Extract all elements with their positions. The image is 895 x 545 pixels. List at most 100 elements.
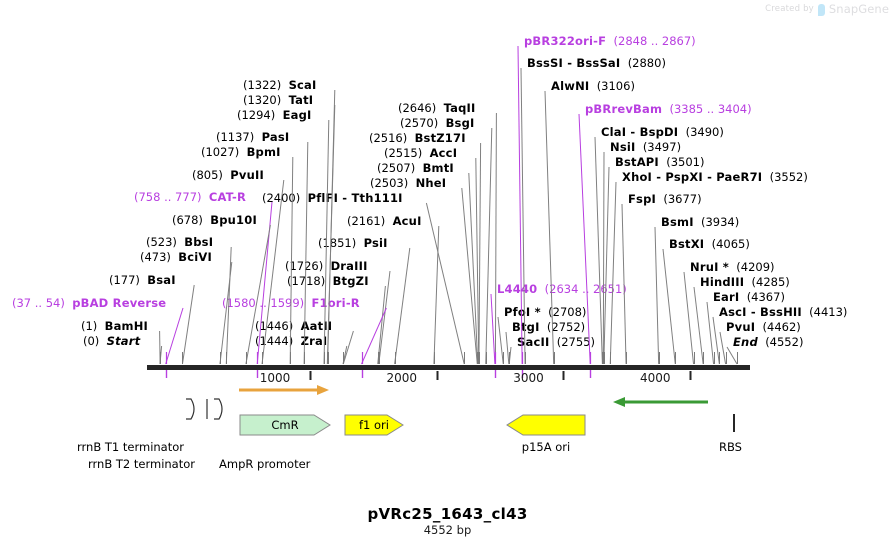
enzyme-leader-line [603,166,610,365]
enzyme-label[interactable]: HindIII (4285) [700,276,790,289]
enzyme-name: HindIII [700,275,745,289]
enzyme-leader-line [394,247,411,365]
feature-ori-right[interactable] [344,414,404,436]
enzyme-position: (1726) [285,259,324,273]
enzyme-name: BtgZI [332,274,369,288]
enzyme-position: (1320) [243,93,282,107]
feature-label[interactable]: p15A ori [521,440,571,454]
enzyme-label[interactable]: BtgI (2752) [512,321,585,334]
enzyme-label[interactable]: (2503) NheI [370,177,446,190]
enzyme-label[interactable]: NsiI (3497) [610,141,681,154]
primer-name: L4440 [497,282,538,296]
enzyme-label[interactable]: (1320) TatI [243,94,313,107]
enzyme-label[interactable]: PvuI (4462) [726,321,801,334]
enzyme-name: NheI [415,176,447,190]
enzyme-name: BsaI [147,273,176,287]
enzyme-label[interactable]: (1137) PasI [216,131,289,144]
enzyme-label[interactable]: EarI (4367) [713,291,785,304]
enzyme-position: (37 .. 54) [12,296,65,310]
enzyme-leader-line [425,202,465,365]
enzyme-position: (2570) [400,116,439,130]
enzyme-label[interactable]: (1) BamHI [81,320,148,333]
feature-label[interactable]: f1 ori [359,418,389,432]
ruler-tick-label: 1000 [259,371,291,385]
enzyme-label[interactable]: (523) BbsI [146,236,213,249]
enzyme-label[interactable]: (2570) BsgI [400,117,474,130]
feature-label[interactable]: rrnB T1 terminator [77,440,184,454]
enzyme-label[interactable]: (2400) PflFI - Tth111I [262,192,403,205]
enzyme-label[interactable]: BstAPI (3501) [615,156,704,169]
enzyme-label[interactable]: ClaI - BspDI (3490) [601,126,724,139]
enzyme-name: XhoI - PspXI - PaeR7I [622,170,763,184]
feature-rbs[interactable] [733,414,735,432]
enzyme-label[interactable]: AlwNI (3106) [551,80,635,93]
feature-terminator[interactable] [214,398,223,420]
primer-label[interactable]: pBR322ori-F (2848 .. 2867) [524,35,696,48]
enzyme-leader-line [475,157,480,365]
enzyme-position: (2880) [627,56,666,70]
feature-cds-right[interactable] [239,414,331,436]
enzyme-name: PvuI [726,320,756,334]
enzyme-position: (3497) [642,140,682,154]
CAT-R-primer-arrow[interactable] [239,385,329,395]
enzyme-name: BpmI [246,145,281,159]
enzyme-label[interactable]: AscI - BssHII (4413) [719,306,847,319]
enzyme-position: (177) [109,273,140,287]
enzyme-label[interactable]: SacII (2755) [517,336,595,349]
enzyme-label[interactable]: End (4552) [733,336,803,349]
primer-name: pBRrevBam [585,102,663,116]
enzyme-label[interactable]: (1851) PsiI [318,237,388,250]
enzyme-label[interactable]: PfoI * (2708) [504,306,586,319]
enzyme-label[interactable]: (2161) AcuI [347,215,422,228]
feature-label[interactable]: AmpR promoter [219,457,311,471]
enzyme-label[interactable]: BsmI (3934) [661,216,739,229]
enzyme-name: BstZ17I [414,131,466,145]
enzyme-label[interactable]: (678) Bpu10I [172,214,257,227]
enzyme-position: (3552) [769,170,808,184]
enzyme-position: (3106) [596,79,635,93]
enzyme-position: (2848 .. 2867) [613,34,696,48]
enzyme-label[interactable]: (1322) ScaI [243,79,317,92]
enzyme-label[interactable]: (2507) BmtI [377,162,454,175]
enzyme-label[interactable]: (473) BciVI [140,251,212,264]
pBRrevBam-primer-arrow[interactable] [613,397,708,407]
enzyme-leader-line [468,172,479,365]
primer-label[interactable]: (37 .. 54) pBAD Reverse [12,297,166,310]
enzyme-label[interactable]: (2515) AccI [384,147,457,160]
enzyme-position: (3501) [666,155,705,169]
enzyme-label[interactable]: (805) PvuII [192,169,264,182]
feature-terminator[interactable] [186,398,195,420]
enzyme-position: (1446) [255,319,294,333]
enzyme-label[interactable]: (2516) BstZ17I [369,132,466,145]
enzyme-leader-line [494,112,497,365]
feature-label[interactable]: CmR [271,418,299,432]
enzyme-label[interactable]: (0) Start [83,335,140,348]
primer-name: F1ori-R [311,296,360,310]
feature-label[interactable]: rrnB T2 terminator [88,457,195,471]
enzyme-label[interactable]: (1446) AatII [255,320,332,333]
enzyme-name: BsmI [661,215,694,229]
feature-label[interactable]: RBS [719,440,742,454]
enzyme-label[interactable]: (1027) BpmI [201,146,281,159]
primer-label[interactable]: (758 .. 777) CAT-R [134,191,246,204]
enzyme-label[interactable]: (1718) BtgZI [287,275,369,288]
enzyme-label[interactable]: (177) BsaI [109,274,176,287]
enzyme-name: FspI [628,192,657,206]
primer-label[interactable]: pBRrevBam (3385 .. 3404) [585,103,752,116]
feature-ori-left[interactable] [506,414,586,436]
enzyme-label[interactable]: FspI (3677) [628,193,702,206]
enzyme-label[interactable]: (2646) TaqII [398,102,475,115]
enzyme-label[interactable]: BstXI (4065) [669,238,750,251]
enzyme-name: PvuII [230,168,264,182]
enzyme-label[interactable]: BssSI - BssSaI (2880) [527,57,666,70]
enzyme-position: (1294) [237,108,276,122]
enzyme-label[interactable]: XhoI - PspXI - PaeR7I (3552) [622,171,808,184]
ruler-tick-label: 3000 [513,371,544,385]
primer-label[interactable]: L4440 (2634 .. 2651) [497,283,627,296]
enzyme-label[interactable]: (1726) DraIII [285,260,368,273]
enzyme-label[interactable]: (1294) EagI [237,109,312,122]
primer-label[interactable]: (1580 .. 1599) F1ori-R [222,297,360,310]
enzyme-position: (1322) [243,78,282,92]
enzyme-label[interactable]: (1444) ZraI [255,335,327,348]
enzyme-label[interactable]: NruI * (4209) [690,261,775,274]
